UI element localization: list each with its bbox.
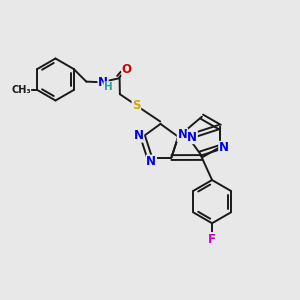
Text: H: H: [104, 82, 113, 92]
Text: O: O: [122, 63, 132, 76]
Text: S: S: [132, 99, 141, 112]
Text: N: N: [98, 76, 108, 89]
Text: N: N: [219, 141, 229, 154]
Text: N: N: [187, 130, 197, 144]
Text: N: N: [146, 155, 156, 168]
Text: N: N: [177, 128, 188, 142]
Text: N: N: [134, 129, 144, 142]
Text: F: F: [208, 232, 216, 246]
Text: CH₃: CH₃: [11, 85, 31, 95]
